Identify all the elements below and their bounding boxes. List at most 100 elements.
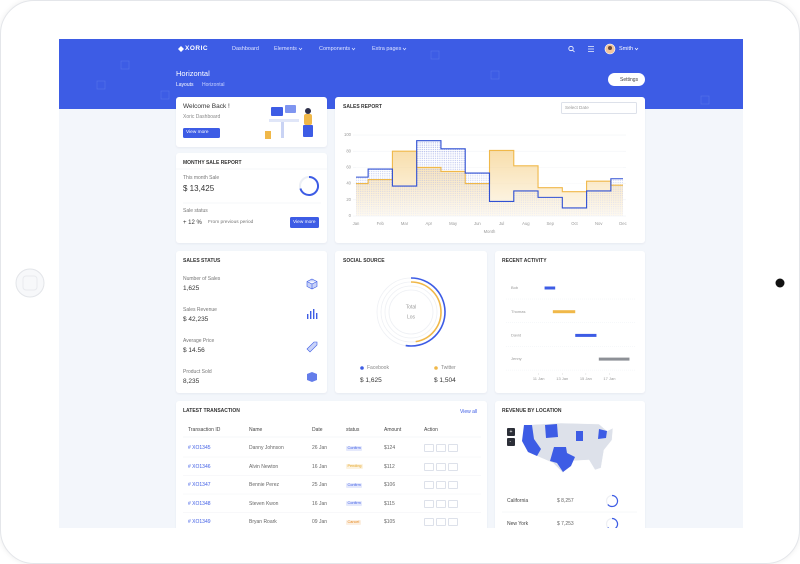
row-label: Thomas [511,309,525,314]
action-button[interactable] [424,481,434,489]
view-more-button[interactable] [183,128,220,138]
x-tick-label: Apr [426,221,433,226]
cell: $105 [384,519,396,525]
date-placeholder[interactable]: Select Date [565,105,589,110]
action-button[interactable] [448,499,458,508]
map-state [522,425,541,456]
metric-label: Sales Revenue [183,307,217,313]
nav-link[interactable]: Components [319,46,351,52]
button-label[interactable]: View more [293,219,316,225]
action-button[interactable] [448,444,458,452]
card-title: RECENT ACTIVITY [502,258,547,264]
change-value: + 12 % [183,220,202,226]
chevron [298,47,303,51]
logo[interactable]: XORIC [185,45,209,52]
action-button[interactable] [436,462,446,471]
x-tick-label: 15 Jan [580,376,592,381]
x-tick-label: Aug [522,221,530,226]
cell: $112 [384,463,395,470]
column-header: Date [312,427,323,433]
y-tick-label: 80 [346,148,351,153]
header-decor [700,95,710,105]
header-decor [120,60,130,70]
action-button[interactable] [424,518,434,526]
action-button[interactable] [448,518,458,526]
action-button[interactable] [448,481,458,489]
y-tick-label: 0 [349,213,352,218]
location-value: $ 7,253 [557,521,574,527]
y-tick-label: 40 [346,181,351,186]
status-icon [307,372,317,382]
nav-link[interactable]: Elements [274,46,297,52]
action-button[interactable] [424,444,434,452]
transaction-id[interactable]: # XO1348 [188,500,211,507]
header-decor [430,50,440,60]
map-state [598,429,607,439]
nav-link[interactable]: Dashboard [232,46,259,52]
user-name[interactable]: Smith [619,46,634,52]
home-button [15,268,45,298]
ring-center-label: Los [407,314,416,320]
card-title: SALES REPORT [343,104,382,110]
x-axis-label: Month [484,229,496,234]
status-icon [310,311,312,319]
x-tick-label: Dec [619,221,626,226]
mini-donut-arc [607,494,619,508]
camera [775,278,785,288]
home-button-icon [22,275,38,291]
ring-track [384,285,438,339]
y-tick-label: 60 [346,165,351,170]
metric-label: Number of Sales [183,276,221,282]
timeline-bar [598,357,630,361]
legend-value: $ 1,504 [434,377,456,384]
action-button[interactable] [424,499,434,508]
nav-link[interactable]: Extra pages [372,46,402,52]
illustration [269,119,299,122]
view-all-link[interactable]: View all [460,409,478,415]
action-button[interactable] [436,518,446,526]
row-label: David [511,332,521,337]
zoom-button[interactable] [507,438,515,446]
x-tick-label: Nov [595,221,603,226]
y-tick-label: 20 [346,197,351,202]
zoom-label[interactable]: + [509,429,513,435]
column-header: Amount [384,427,402,433]
column-header: Action [424,427,438,433]
illustration [265,131,271,139]
status-badge: Confirm [346,445,363,451]
x-tick-label: Feb [377,221,385,226]
transactions-card [176,401,487,528]
change-note: From previous period [208,220,254,225]
date-input[interactable] [561,102,637,114]
transaction-id[interactable]: # XO1345 [188,445,211,451]
cell: 26 Jan [312,445,328,451]
cell: $124 [384,445,396,451]
ring-center-label: Total [406,304,417,310]
button-label[interactable]: View more [186,130,209,135]
step-line [356,140,623,209]
metric-label: Product Sold [183,369,212,375]
zoom-label[interactable]: - [509,439,512,445]
action-button[interactable] [436,444,446,452]
cell: Bennie Perez [249,482,280,488]
zoom-button[interactable] [507,428,515,436]
settings-button[interactable] [608,73,645,86]
action-button[interactable] [424,462,434,471]
breadcrumb[interactable]: Layouts [176,82,194,88]
action-button[interactable] [436,499,446,508]
settings-label[interactable]: Settings [620,76,639,83]
x-tick-label: Mar [401,221,409,226]
social-source-card [335,251,487,393]
action-button[interactable] [448,462,458,471]
x-tick-label: Jun [474,221,481,226]
view-more-button[interactable] [290,217,319,228]
page-title: Horizontal [176,69,210,78]
action-button[interactable] [436,481,446,489]
transaction-id[interactable]: # XO1346 [188,463,211,470]
transaction-id[interactable]: # XO1347 [188,482,211,488]
timeline-bar [575,333,597,337]
transaction-id[interactable]: # XO1349 [188,519,211,525]
cell: $115 [384,500,395,507]
donut-arc [299,175,320,196]
